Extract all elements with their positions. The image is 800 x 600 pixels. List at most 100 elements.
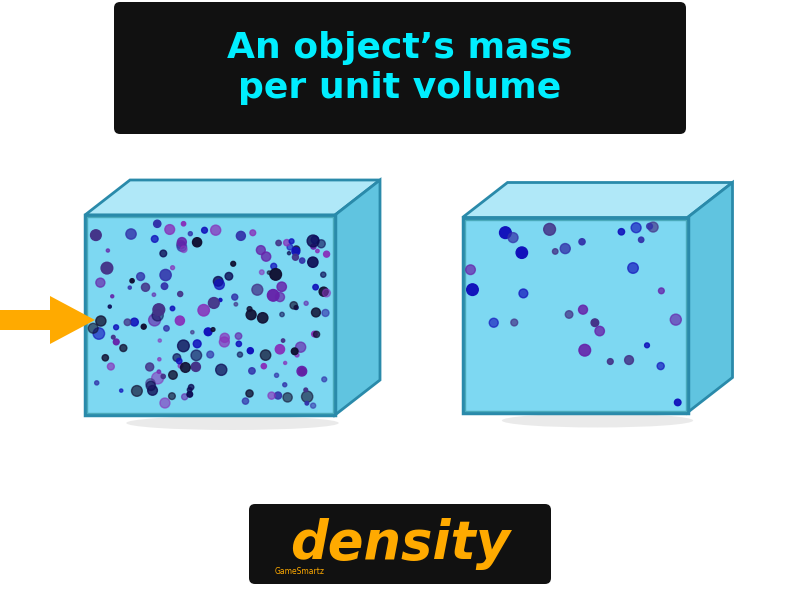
- Circle shape: [158, 358, 161, 361]
- Text: density: density: [290, 518, 510, 570]
- Circle shape: [274, 373, 278, 377]
- Circle shape: [591, 319, 598, 326]
- Circle shape: [204, 328, 212, 335]
- Circle shape: [88, 323, 98, 333]
- Circle shape: [323, 251, 330, 257]
- Circle shape: [490, 318, 498, 327]
- Polygon shape: [462, 182, 733, 217]
- Circle shape: [160, 269, 171, 281]
- Bar: [462, 217, 687, 413]
- Circle shape: [645, 343, 650, 348]
- Circle shape: [322, 310, 329, 316]
- Circle shape: [294, 305, 298, 310]
- Circle shape: [297, 367, 306, 376]
- Circle shape: [198, 305, 210, 316]
- FancyBboxPatch shape: [114, 2, 686, 134]
- Circle shape: [154, 220, 161, 227]
- Circle shape: [648, 222, 658, 232]
- Circle shape: [321, 272, 326, 277]
- Circle shape: [210, 225, 221, 235]
- Circle shape: [225, 272, 233, 280]
- Circle shape: [111, 335, 115, 339]
- Circle shape: [93, 328, 105, 339]
- Circle shape: [322, 377, 326, 382]
- Circle shape: [282, 383, 286, 387]
- Circle shape: [260, 350, 270, 361]
- Circle shape: [312, 331, 318, 337]
- Circle shape: [242, 398, 249, 404]
- Circle shape: [90, 230, 102, 241]
- Circle shape: [182, 221, 186, 226]
- Circle shape: [553, 248, 558, 254]
- Text: An object’s mass
per unit volume: An object’s mass per unit volume: [227, 31, 573, 106]
- Circle shape: [114, 339, 119, 345]
- Circle shape: [152, 293, 156, 296]
- Circle shape: [283, 393, 292, 402]
- Circle shape: [280, 312, 284, 317]
- Circle shape: [177, 358, 182, 364]
- Circle shape: [658, 288, 664, 294]
- Circle shape: [101, 262, 113, 274]
- Circle shape: [508, 233, 518, 242]
- Circle shape: [173, 354, 181, 361]
- Circle shape: [293, 254, 298, 260]
- Circle shape: [193, 238, 202, 247]
- Circle shape: [153, 304, 165, 316]
- Circle shape: [214, 280, 224, 289]
- Circle shape: [256, 245, 266, 254]
- Circle shape: [209, 298, 219, 308]
- Circle shape: [262, 364, 266, 369]
- Circle shape: [311, 236, 318, 244]
- Circle shape: [313, 284, 318, 290]
- Circle shape: [560, 244, 570, 254]
- Circle shape: [181, 246, 187, 253]
- Circle shape: [107, 363, 114, 370]
- Circle shape: [131, 386, 142, 397]
- Circle shape: [151, 236, 158, 242]
- Polygon shape: [50, 296, 95, 344]
- Circle shape: [287, 244, 293, 250]
- Circle shape: [249, 368, 255, 374]
- Circle shape: [284, 239, 290, 246]
- Circle shape: [277, 282, 286, 292]
- Circle shape: [182, 394, 188, 400]
- Circle shape: [220, 333, 230, 343]
- Circle shape: [638, 237, 644, 242]
- Ellipse shape: [126, 416, 338, 430]
- Circle shape: [307, 235, 319, 247]
- Circle shape: [282, 339, 285, 342]
- Circle shape: [158, 339, 162, 342]
- Circle shape: [631, 223, 641, 233]
- Circle shape: [267, 271, 270, 274]
- Circle shape: [519, 289, 528, 298]
- Circle shape: [314, 331, 320, 337]
- Circle shape: [165, 224, 174, 235]
- Circle shape: [579, 344, 590, 356]
- Circle shape: [202, 227, 207, 233]
- Circle shape: [544, 223, 555, 235]
- Circle shape: [142, 324, 146, 329]
- Circle shape: [292, 247, 300, 256]
- Circle shape: [516, 247, 527, 259]
- Circle shape: [170, 306, 174, 311]
- Circle shape: [270, 263, 277, 269]
- Circle shape: [157, 370, 161, 373]
- Circle shape: [178, 238, 186, 247]
- Circle shape: [178, 292, 182, 296]
- Circle shape: [566, 311, 573, 318]
- Circle shape: [322, 289, 330, 297]
- Circle shape: [511, 319, 518, 326]
- Bar: [87, 217, 333, 413]
- Circle shape: [94, 381, 99, 385]
- Circle shape: [499, 227, 511, 239]
- Circle shape: [317, 240, 326, 248]
- Circle shape: [578, 305, 587, 314]
- Circle shape: [232, 294, 238, 300]
- Circle shape: [274, 392, 282, 399]
- Circle shape: [177, 242, 186, 251]
- Circle shape: [169, 371, 178, 379]
- Polygon shape: [335, 180, 380, 415]
- Circle shape: [102, 355, 109, 361]
- Circle shape: [246, 390, 253, 397]
- Circle shape: [293, 246, 300, 253]
